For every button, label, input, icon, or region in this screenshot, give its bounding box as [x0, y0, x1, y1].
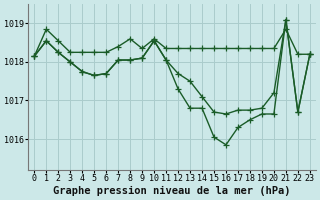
X-axis label: Graphe pression niveau de la mer (hPa): Graphe pression niveau de la mer (hPa) [53, 186, 291, 196]
